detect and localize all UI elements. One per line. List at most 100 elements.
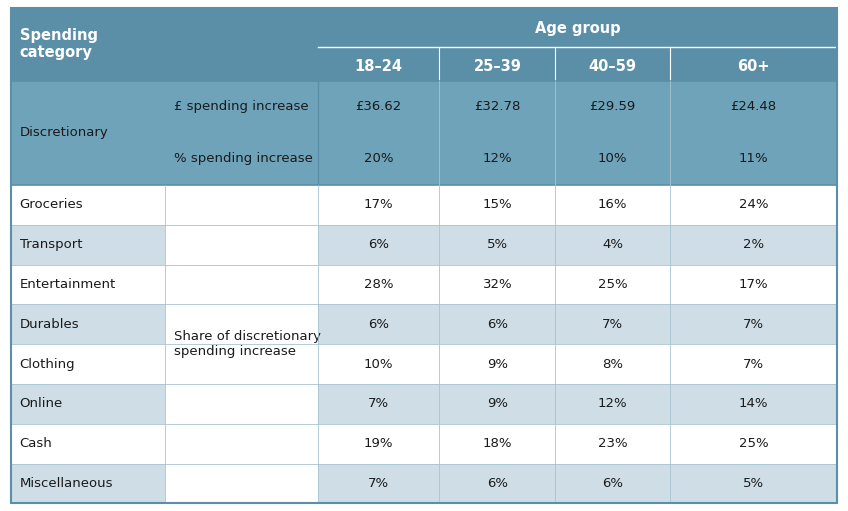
Bar [670,225,837,265]
Text: Durables: Durables [20,318,79,331]
Bar [318,265,439,305]
Bar [555,265,670,305]
Text: 6%: 6% [368,238,389,251]
Text: 7%: 7% [743,318,764,331]
Text: Spending
category: Spending category [20,28,98,60]
Text: % spending increase: % spending increase [174,152,313,166]
Bar [11,463,165,503]
Text: £32.78: £32.78 [474,100,521,113]
Bar [555,225,670,265]
Bar [11,8,318,81]
Text: 6%: 6% [487,477,508,490]
Bar [439,81,555,133]
Bar [165,384,318,424]
Text: 23%: 23% [598,437,628,450]
Bar [439,225,555,265]
Text: £ spending increase: £ spending increase [174,100,309,113]
Bar [555,384,670,424]
Bar [670,305,837,344]
Text: £29.59: £29.59 [589,100,636,113]
Bar [165,305,318,344]
Bar [439,463,555,503]
Bar [670,463,837,503]
Bar [318,81,439,133]
Bar [318,305,439,344]
Bar [165,81,318,185]
Text: Share of discretionary
spending increase: Share of discretionary spending increase [174,330,321,358]
Text: 32%: 32% [483,278,512,291]
Bar [11,305,165,344]
Text: 17%: 17% [364,198,393,212]
Text: 40–59: 40–59 [589,59,637,74]
Bar [318,344,439,384]
Text: 28%: 28% [364,278,393,291]
Text: Groceries: Groceries [20,198,83,212]
Text: 10%: 10% [598,152,628,166]
Bar [439,133,555,185]
Bar [439,344,555,384]
Bar [318,225,439,265]
Bar [318,384,439,424]
Bar [318,463,439,503]
Text: 7%: 7% [368,398,389,410]
Bar [318,133,439,185]
Bar [165,463,318,503]
Bar [555,81,670,133]
Bar [318,424,439,463]
Text: Miscellaneous: Miscellaneous [20,477,113,490]
Text: 10%: 10% [364,358,393,370]
Bar [11,265,165,305]
Text: Clothing: Clothing [20,358,75,370]
Bar [439,384,555,424]
Bar [439,185,555,225]
Text: 4%: 4% [602,238,623,251]
Bar [555,344,670,384]
Text: 18–24: 18–24 [354,59,403,74]
Text: 9%: 9% [487,358,508,370]
Text: 2%: 2% [743,238,764,251]
Bar [670,424,837,463]
Text: 60+: 60+ [737,59,770,74]
Text: 7%: 7% [602,318,623,331]
Bar [555,133,670,185]
Text: 20%: 20% [364,152,393,166]
Text: 6%: 6% [602,477,623,490]
Bar [11,384,165,424]
Text: 25–39: 25–39 [473,59,522,74]
Bar [318,185,439,225]
Bar [555,463,670,503]
Bar [165,424,318,463]
Bar [11,185,165,225]
Bar [670,185,837,225]
Text: 8%: 8% [602,358,623,370]
Bar [670,265,837,305]
Text: Transport: Transport [20,238,82,251]
Bar [670,81,837,133]
Bar [11,81,165,185]
Bar [165,344,318,384]
Text: 7%: 7% [743,358,764,370]
Text: 18%: 18% [483,437,512,450]
Text: Age group: Age group [535,20,620,36]
Text: 19%: 19% [364,437,393,450]
Text: 25%: 25% [739,437,768,450]
Bar [165,225,318,265]
Text: 17%: 17% [739,278,768,291]
Bar [670,384,837,424]
Text: 5%: 5% [487,238,508,251]
Bar [670,344,837,384]
Bar [439,424,555,463]
Text: 15%: 15% [483,198,512,212]
Bar [318,8,837,81]
Bar [11,344,165,384]
Bar [165,185,318,225]
Text: 6%: 6% [368,318,389,331]
Text: 24%: 24% [739,198,768,212]
Bar [439,265,555,305]
Bar [439,305,555,344]
Text: 11%: 11% [739,152,768,166]
Text: 12%: 12% [598,398,628,410]
Bar [11,424,165,463]
Bar [555,305,670,344]
Text: 25%: 25% [598,278,628,291]
